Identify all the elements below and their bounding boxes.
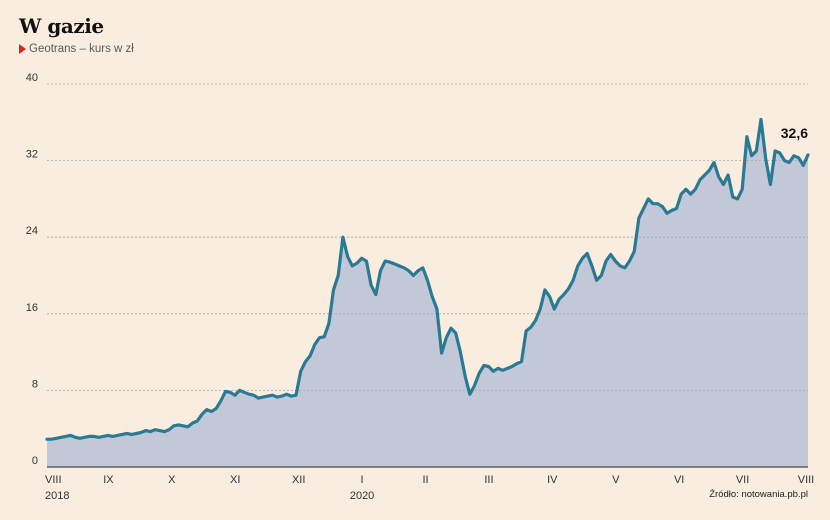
x-tick-label: X — [168, 474, 176, 486]
x-tick-label: I — [361, 474, 364, 486]
x-tick-label: IV — [547, 474, 558, 486]
x-tick-label: V — [612, 474, 620, 486]
x-tick-label: II — [422, 474, 428, 486]
x-tick-label: XI — [230, 474, 240, 486]
legend-triangle-icon — [19, 44, 26, 54]
y-tick-label: 40 — [26, 72, 38, 84]
chart-title: W gazie — [19, 14, 104, 38]
legend-label: Geotrans – kurs w zł — [29, 43, 134, 55]
y-tick-label: 8 — [32, 378, 38, 390]
x-tick-label: VIII — [798, 474, 815, 486]
last-value-label: 32,6 — [781, 125, 808, 141]
x-tick-label: VIII — [45, 474, 62, 486]
year-label: 2020 — [350, 490, 374, 502]
price-area — [47, 119, 808, 468]
y-tick-label: 32 — [26, 149, 38, 161]
y-tick-label: 24 — [26, 225, 38, 237]
x-tick-label: VII — [736, 474, 749, 486]
price-line — [45, 117, 810, 441]
x-tick-label: VI — [674, 474, 684, 486]
legend: Geotrans – kurs w zł — [19, 43, 134, 55]
x-tick-label: III — [484, 474, 493, 486]
source-note: Źródło: notowania.pb.pl — [709, 489, 808, 500]
x-tick-label: XII — [292, 474, 305, 486]
x-tick-label: IX — [103, 474, 114, 486]
year-label: 2018 — [45, 490, 69, 502]
y-tick-label: 0 — [32, 455, 38, 467]
y-tick-label: 16 — [26, 302, 38, 314]
